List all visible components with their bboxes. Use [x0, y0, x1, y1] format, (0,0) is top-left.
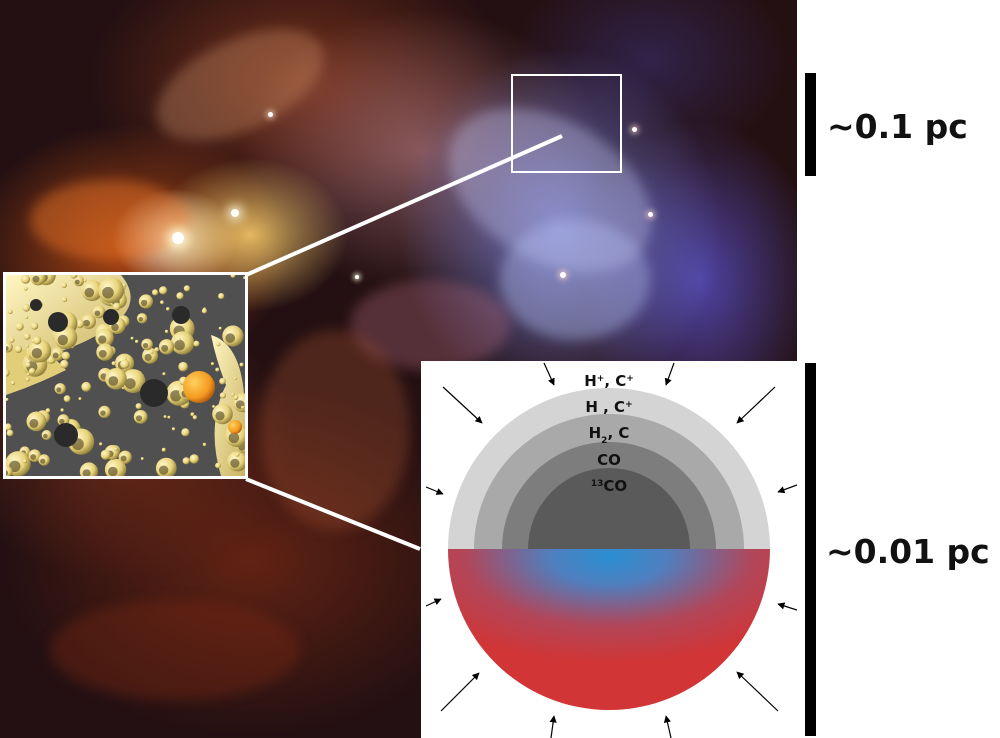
scale-bar-small — [805, 363, 816, 736]
scale-label-large: ~0.1 pc — [827, 107, 968, 146]
bright-star — [268, 112, 273, 117]
ice-grain — [228, 420, 242, 434]
layer-label-outer: H+, C+ — [584, 372, 634, 390]
radiation-arrows — [425, 362, 797, 738]
layer-label-core: 13CO — [591, 477, 627, 495]
layer-label-3: H2, C — [589, 424, 630, 446]
layer-label-2: H , C+ — [585, 398, 632, 416]
layer-labels: H+, C+ H , C+ H2, C CO 13CO — [584, 372, 634, 495]
bright-star — [632, 127, 637, 132]
bright-star — [355, 275, 359, 279]
cloud-structure-panel: H+, C+ H , C+ H2, C CO 13CO — [421, 361, 797, 738]
bright-star — [648, 212, 653, 217]
bright-star — [560, 272, 566, 278]
chemical-layers — [448, 388, 770, 549]
scale-label-small: ~0.01 pc — [826, 532, 990, 571]
zoom-region-box — [511, 74, 622, 173]
layer-label-4: CO — [597, 451, 621, 469]
scale-bar-large — [805, 73, 816, 176]
bright-star — [231, 209, 239, 217]
layer-core — [528, 468, 690, 549]
density-hemisphere — [448, 549, 770, 710]
bright-star — [172, 232, 184, 244]
dust-grain-inset — [3, 272, 248, 479]
ice-grain — [183, 371, 215, 403]
